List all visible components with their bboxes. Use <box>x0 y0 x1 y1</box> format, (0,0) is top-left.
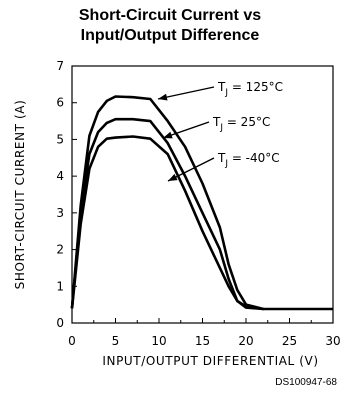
annotation-arrow-head <box>168 173 178 181</box>
y-tick-label: 5 <box>56 132 64 146</box>
x-tick-label: 25 <box>282 334 297 348</box>
y-tick-label: 4 <box>56 169 64 183</box>
x-tick-label: 0 <box>68 334 76 348</box>
x-tick-label: 30 <box>325 334 340 348</box>
series-annotation-2: TJ = -40°C <box>217 151 280 169</box>
y-tick-label: 1 <box>56 279 64 293</box>
y-axis-label: SHORT-CIRCUIT CURRENT (A) <box>13 100 27 290</box>
chart-title-line-2: Input/Output Difference <box>80 27 260 44</box>
x-tick-label: 5 <box>112 334 120 348</box>
y-tick-label: 7 <box>56 59 64 73</box>
y-tick-label: 0 <box>56 316 64 330</box>
chart-title-line-1: Short-Circuit Current vs <box>78 7 262 24</box>
y-tick-label: 3 <box>56 206 64 220</box>
y-tick-label: 6 <box>56 96 64 110</box>
chart-title: Short-Circuit Current vs Input/Output Di… <box>0 6 340 46</box>
series-line-0 <box>70 95 333 311</box>
annotation-arrow-head <box>163 131 173 139</box>
plot-frame <box>71 65 334 324</box>
y-tick-label: 2 <box>56 243 64 257</box>
annotation-arrow-head <box>158 93 168 101</box>
x-tick-label: 10 <box>151 334 166 348</box>
series-annotation-1: TJ = 25°C <box>212 115 270 133</box>
x-axis-label: INPUT/OUTPUT DIFFERENTIAL (V) <box>102 354 318 368</box>
figure-code: DS100947-68 <box>275 377 337 388</box>
annotation-arrow-line <box>157 86 215 100</box>
series-annotation-0: TJ = 125°C <box>217 80 283 98</box>
x-tick-label: 20 <box>238 334 253 348</box>
series-line-2 <box>70 135 264 311</box>
x-tick-label: 15 <box>195 334 210 348</box>
series-line-1 <box>70 117 264 311</box>
